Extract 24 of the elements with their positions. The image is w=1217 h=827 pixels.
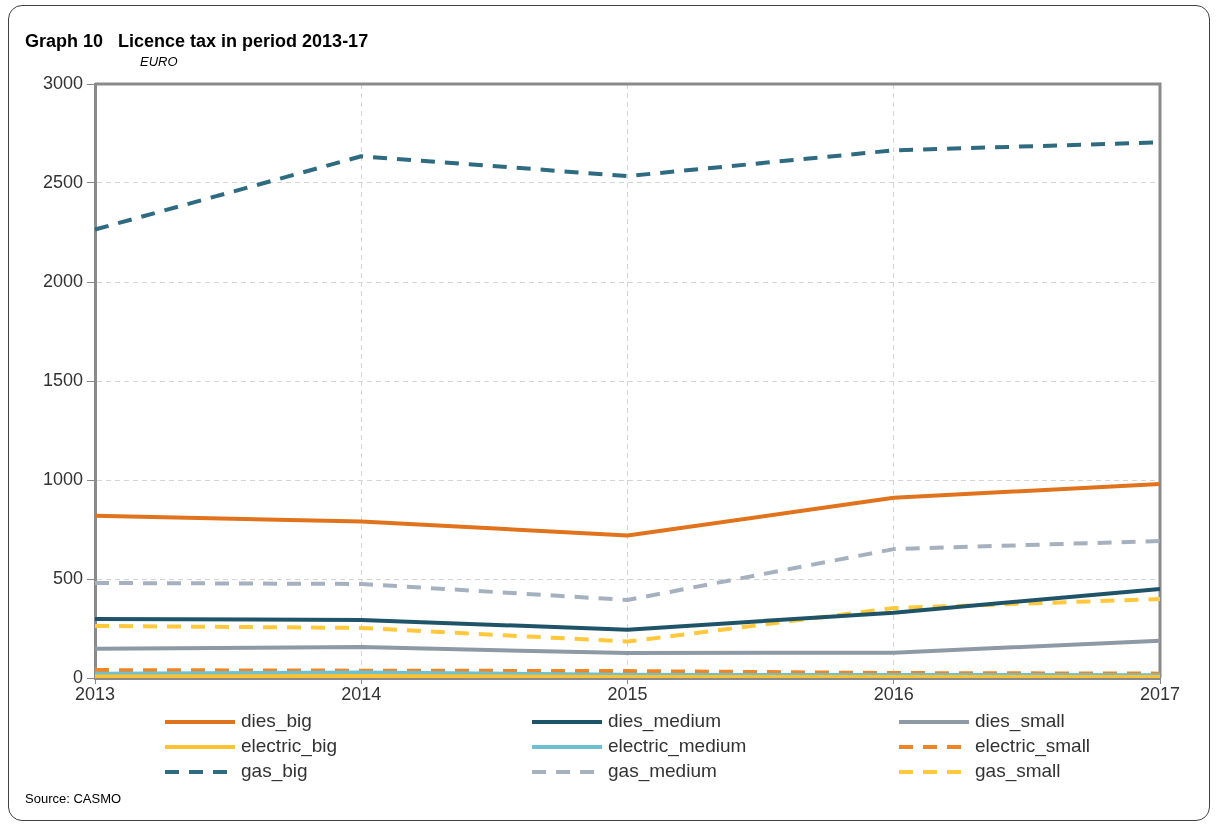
legend-label: gas_small: [975, 760, 1061, 783]
legend-label: dies_big: [241, 710, 312, 733]
x-tick-label: 2014: [341, 683, 382, 704]
y-tick-label: 2500: [42, 171, 83, 192]
legend-label: electric_big: [241, 735, 338, 758]
y-tick-label: 500: [52, 567, 83, 588]
chart-subtitle: EURO: [140, 54, 178, 69]
y-tick-label: 1500: [42, 369, 83, 390]
legend-label: dies_small: [975, 710, 1065, 733]
x-tick-label: 2017: [1139, 683, 1181, 704]
legend-label: gas_medium: [608, 760, 717, 783]
legend-label: gas_big: [241, 760, 308, 783]
x-tick-label: 2015: [607, 683, 648, 704]
chart-title: Graph 10 Licence tax in period 2013-17: [25, 31, 369, 52]
x-tick-label: 2016: [873, 683, 914, 704]
legend-label: dies_medium: [608, 710, 721, 733]
legend-label: electric_small: [975, 735, 1091, 758]
line-series: [93, 538, 1162, 602]
y-tick-label: 2000: [42, 270, 83, 291]
y-tick-label: 1000: [42, 468, 83, 489]
y-tick-label: 3000: [42, 72, 83, 93]
legend-label: electric_medium: [608, 735, 747, 758]
line-series: [93, 597, 1162, 644]
source-note: Source: CASMO: [25, 791, 122, 806]
